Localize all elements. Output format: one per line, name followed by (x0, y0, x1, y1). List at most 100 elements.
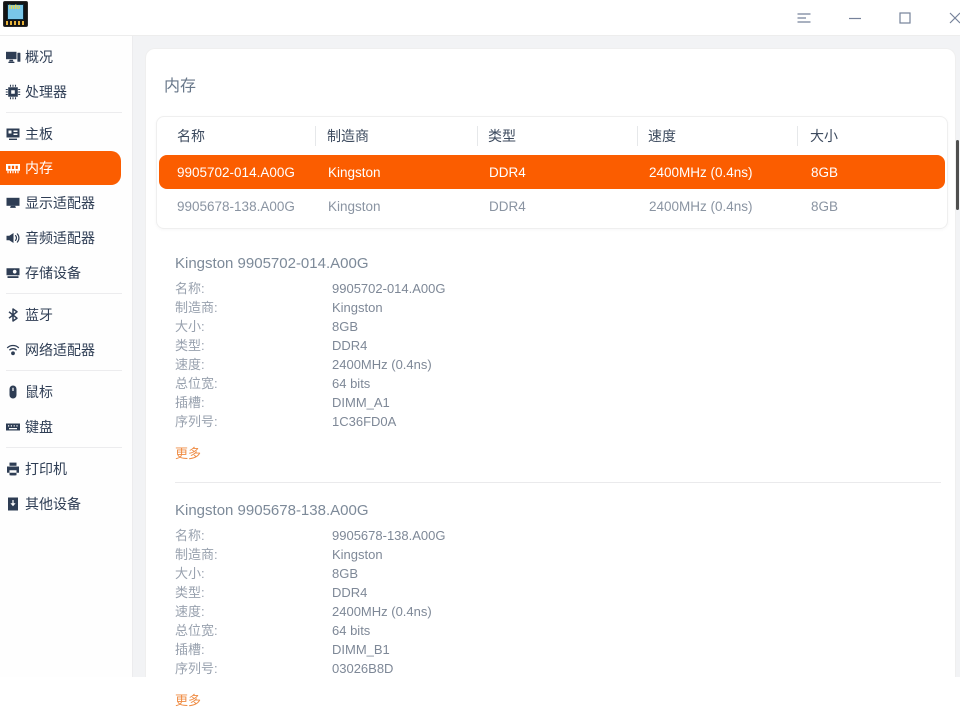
field-label: 类型: (175, 583, 332, 602)
sidebar-item-label: 主板 (25, 124, 53, 144)
field-value: 1C36FD0A (332, 412, 396, 431)
main-area: 内存 名称 制造商 类型 速度 大小 9905702-014.A00G King… (133, 36, 960, 677)
cpu-icon (5, 84, 21, 100)
app-icon-pins (6, 21, 25, 25)
sidebar-item-label: 网络适配器 (25, 340, 95, 360)
more-link[interactable]: 更多 (175, 443, 201, 462)
cell-size: 8GB (799, 165, 945, 180)
field-value: 2400MHz (0.4ns) (332, 602, 432, 621)
column-header-name: 名称 (157, 126, 315, 146)
sidebar-item-keyboard[interactable]: 键盘 (0, 409, 121, 444)
cell-name: 9905678-138.A00G (159, 199, 317, 214)
field-label: 插槽: (175, 393, 332, 412)
column-header-type: 类型 (477, 126, 637, 146)
detail-field: 插槽: DIMM_A1 (175, 393, 941, 412)
memory-icon (5, 160, 21, 176)
cell-manufacturer: Kingston (317, 165, 479, 180)
app-icon-screen: info (7, 4, 24, 20)
field-value: 9905678-138.A00G (332, 526, 445, 545)
column-header-speed: 速度 (637, 126, 797, 146)
more-link[interactable]: 更多 (175, 690, 201, 709)
sidebar-divider (6, 293, 122, 294)
field-value: 8GB (332, 564, 358, 583)
field-value: DDR4 (332, 583, 367, 602)
memory-table: 名称 制造商 类型 速度 大小 9905702-014.A00G Kingsto… (156, 116, 948, 229)
sidebar-item-label: 处理器 (25, 82, 67, 102)
sidebar-item-display-adapter[interactable]: 显示适配器 (0, 185, 121, 220)
field-label: 插槽: (175, 640, 332, 659)
sidebar-item-network-adapter[interactable]: 网络适配器 (0, 332, 121, 367)
network-adapter-icon (5, 342, 21, 358)
detail-field: 名称: 9905678-138.A00G (175, 526, 941, 545)
detail-field: 总位宽: 64 bits (175, 621, 941, 640)
sidebar-item-label: 蓝牙 (25, 305, 53, 325)
bluetooth-icon (5, 307, 21, 323)
sidebar-item-label: 键盘 (25, 417, 53, 437)
page-title: 内存 (164, 72, 955, 96)
cell-type: DDR4 (479, 199, 639, 214)
memory-detail-section: Kingston 9905702-014.A00G 名称: 9905702-01… (175, 255, 941, 463)
table-row[interactable]: 9905678-138.A00G Kingston DDR4 2400MHz (… (159, 189, 945, 223)
sidebar-item-mouse[interactable]: 鼠标 (0, 374, 121, 409)
cell-speed: 2400MHz (0.4ns) (639, 199, 799, 214)
scrollbar-thumb[interactable] (956, 140, 959, 210)
field-value: 8GB (332, 317, 358, 336)
sidebar-item-label: 显示适配器 (25, 193, 95, 213)
sidebar-item-bluetooth[interactable]: 蓝牙 (0, 297, 121, 332)
field-value: DIMM_B1 (332, 640, 390, 659)
mouse-icon (5, 384, 21, 400)
memory-detail-section: Kingston 9905678-138.A00G 名称: 9905678-13… (175, 502, 941, 710)
app-icon: info (3, 1, 28, 27)
minimize-icon[interactable] (847, 0, 863, 36)
display-adapter-icon (5, 195, 21, 211)
sidebar-item-storage[interactable]: 存储设备 (0, 255, 121, 290)
sidebar-item-label: 内存 (25, 158, 53, 178)
sidebar-item-label: 打印机 (25, 459, 67, 479)
cell-type: DDR4 (479, 165, 639, 180)
sidebar-item-other-devices[interactable]: 其他设备 (0, 486, 121, 521)
cell-speed: 2400MHz (0.4ns) (639, 165, 799, 180)
sidebar-item-label: 音频适配器 (25, 228, 95, 248)
close-icon[interactable] (947, 0, 960, 36)
field-value: Kingston (332, 298, 383, 317)
column-header-manufacturer: 制造商 (315, 126, 477, 146)
table-header: 名称 制造商 类型 速度 大小 (157, 117, 947, 155)
table-row[interactable]: 9905702-014.A00G Kingston DDR4 2400MHz (… (159, 155, 945, 189)
detail-field: 速度: 2400MHz (0.4ns) (175, 602, 941, 621)
cell-size: 8GB (799, 199, 945, 214)
sidebar-item-label: 概况 (25, 47, 53, 67)
content-card: 内存 名称 制造商 类型 速度 大小 9905702-014.A00G King… (145, 48, 956, 677)
detail-field: 制造商: Kingston (175, 545, 941, 564)
field-value: DIMM_A1 (332, 393, 390, 412)
detail-field: 总位宽: 64 bits (175, 374, 941, 393)
field-label: 序列号: (175, 412, 332, 431)
storage-icon (5, 265, 21, 281)
sidebar-item-label: 鼠标 (25, 382, 53, 402)
field-label: 速度: (175, 355, 332, 374)
field-label: 速度: (175, 602, 332, 621)
field-value: 9905702-014.A00G (332, 279, 445, 298)
detail-field: 插槽: DIMM_B1 (175, 640, 941, 659)
sidebar-item-overview[interactable]: 概况 (0, 39, 121, 74)
detail-field: 类型: DDR4 (175, 336, 941, 355)
sidebar-item-label: 存储设备 (25, 263, 81, 283)
maximize-icon[interactable] (897, 0, 913, 36)
sidebar-item-cpu[interactable]: 处理器 (0, 74, 121, 109)
printer-icon (5, 461, 21, 477)
sidebar-item-printer[interactable]: 打印机 (0, 451, 121, 486)
field-label: 名称: (175, 279, 332, 298)
menu-icon[interactable] (796, 0, 812, 36)
sidebar-item-memory[interactable]: 内存 (0, 151, 121, 185)
titlebar: info (0, 0, 960, 36)
column-header-size: 大小 (797, 126, 947, 146)
field-value: 64 bits (332, 374, 370, 393)
section-title: Kingston 9905702-014.A00G (175, 255, 941, 272)
field-value: Kingston (332, 545, 383, 564)
overview-icon (5, 49, 21, 65)
sidebar-item-motherboard[interactable]: 主板 (0, 116, 121, 151)
detail-field: 序列号: 03026B8D (175, 659, 941, 678)
sidebar-item-audio-adapter[interactable]: 音频适配器 (0, 220, 121, 255)
detail-field: 速度: 2400MHz (0.4ns) (175, 355, 941, 374)
field-label: 序列号: (175, 659, 332, 678)
field-label: 名称: (175, 526, 332, 545)
